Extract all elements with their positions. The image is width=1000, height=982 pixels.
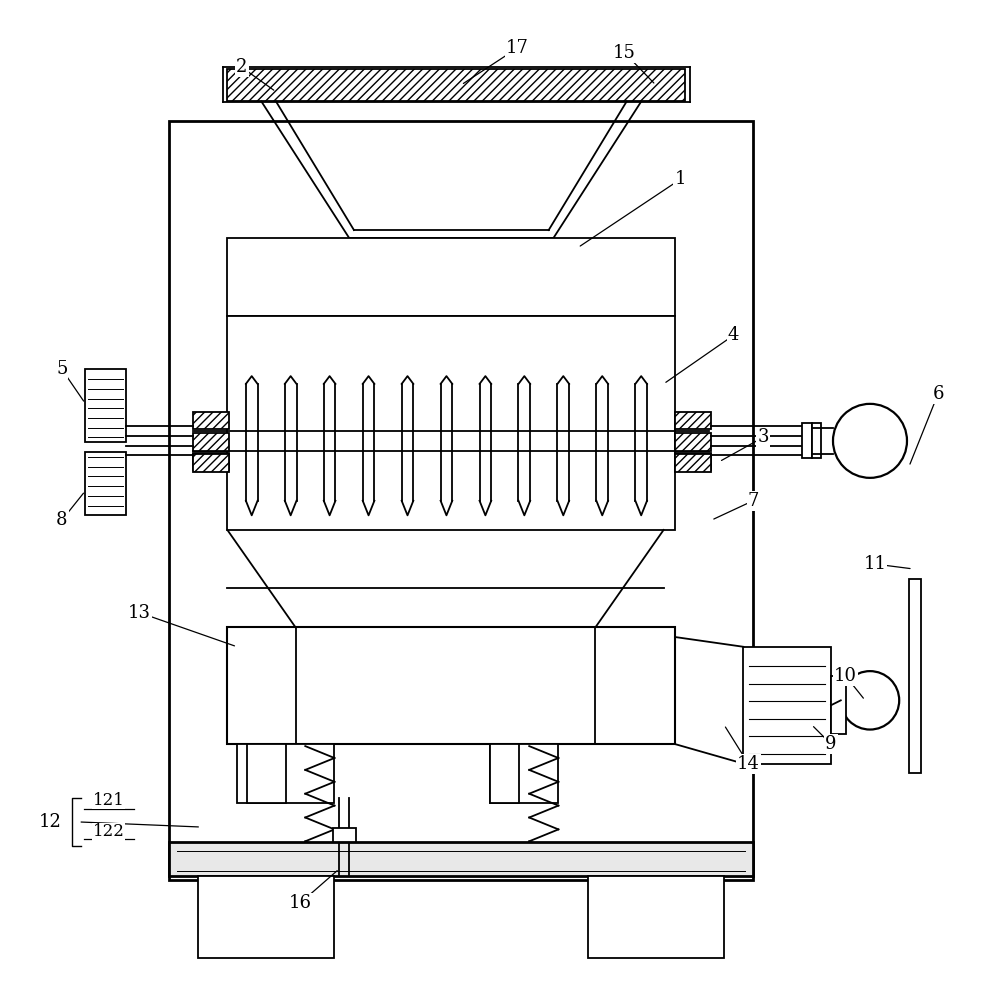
Text: 12: 12 [39, 813, 62, 831]
Text: 11: 11 [863, 555, 886, 573]
Text: 2: 2 [236, 59, 248, 77]
Text: 1: 1 [674, 171, 686, 189]
Bar [227, 627, 675, 744]
Bar [193, 411, 229, 429]
Bar [193, 433, 229, 451]
Bar [237, 744, 334, 802]
Text: 4: 4 [728, 326, 739, 345]
Bar [227, 316, 675, 530]
Bar [675, 411, 711, 429]
Bar [310, 857, 330, 869]
Bar [802, 423, 812, 459]
Bar [227, 70, 685, 100]
Text: 121: 121 [93, 792, 125, 809]
Text: 9: 9 [825, 736, 837, 753]
Circle shape [659, 81, 668, 89]
Bar [534, 857, 554, 869]
Text: 15: 15 [613, 44, 636, 62]
Bar [85, 452, 126, 516]
Bar [588, 876, 724, 958]
Bar [227, 238, 675, 316]
Bar [812, 423, 821, 459]
Bar [831, 676, 846, 735]
Text: 14: 14 [737, 754, 760, 773]
Bar [169, 121, 753, 881]
Bar [909, 578, 921, 774]
Bar [247, 744, 286, 802]
Text: 7: 7 [747, 492, 759, 510]
Bar [743, 647, 831, 764]
Bar [490, 744, 519, 802]
Bar [193, 453, 229, 470]
Bar [675, 433, 711, 451]
Text: 13: 13 [128, 604, 151, 622]
Bar [675, 453, 711, 470]
Bar [675, 455, 711, 472]
Bar [193, 455, 229, 472]
Bar [490, 744, 558, 802]
Text: 3: 3 [757, 428, 769, 447]
Text: 16: 16 [289, 894, 312, 912]
Text: 5: 5 [56, 360, 68, 378]
Bar [198, 876, 334, 958]
Text: 122: 122 [93, 823, 125, 841]
Bar [333, 828, 356, 842]
Text: 17: 17 [506, 39, 529, 57]
Text: 6: 6 [932, 385, 944, 403]
Text: 8: 8 [56, 512, 68, 529]
Text: 10: 10 [834, 667, 857, 685]
Bar [85, 369, 126, 442]
Bar [169, 842, 753, 876]
